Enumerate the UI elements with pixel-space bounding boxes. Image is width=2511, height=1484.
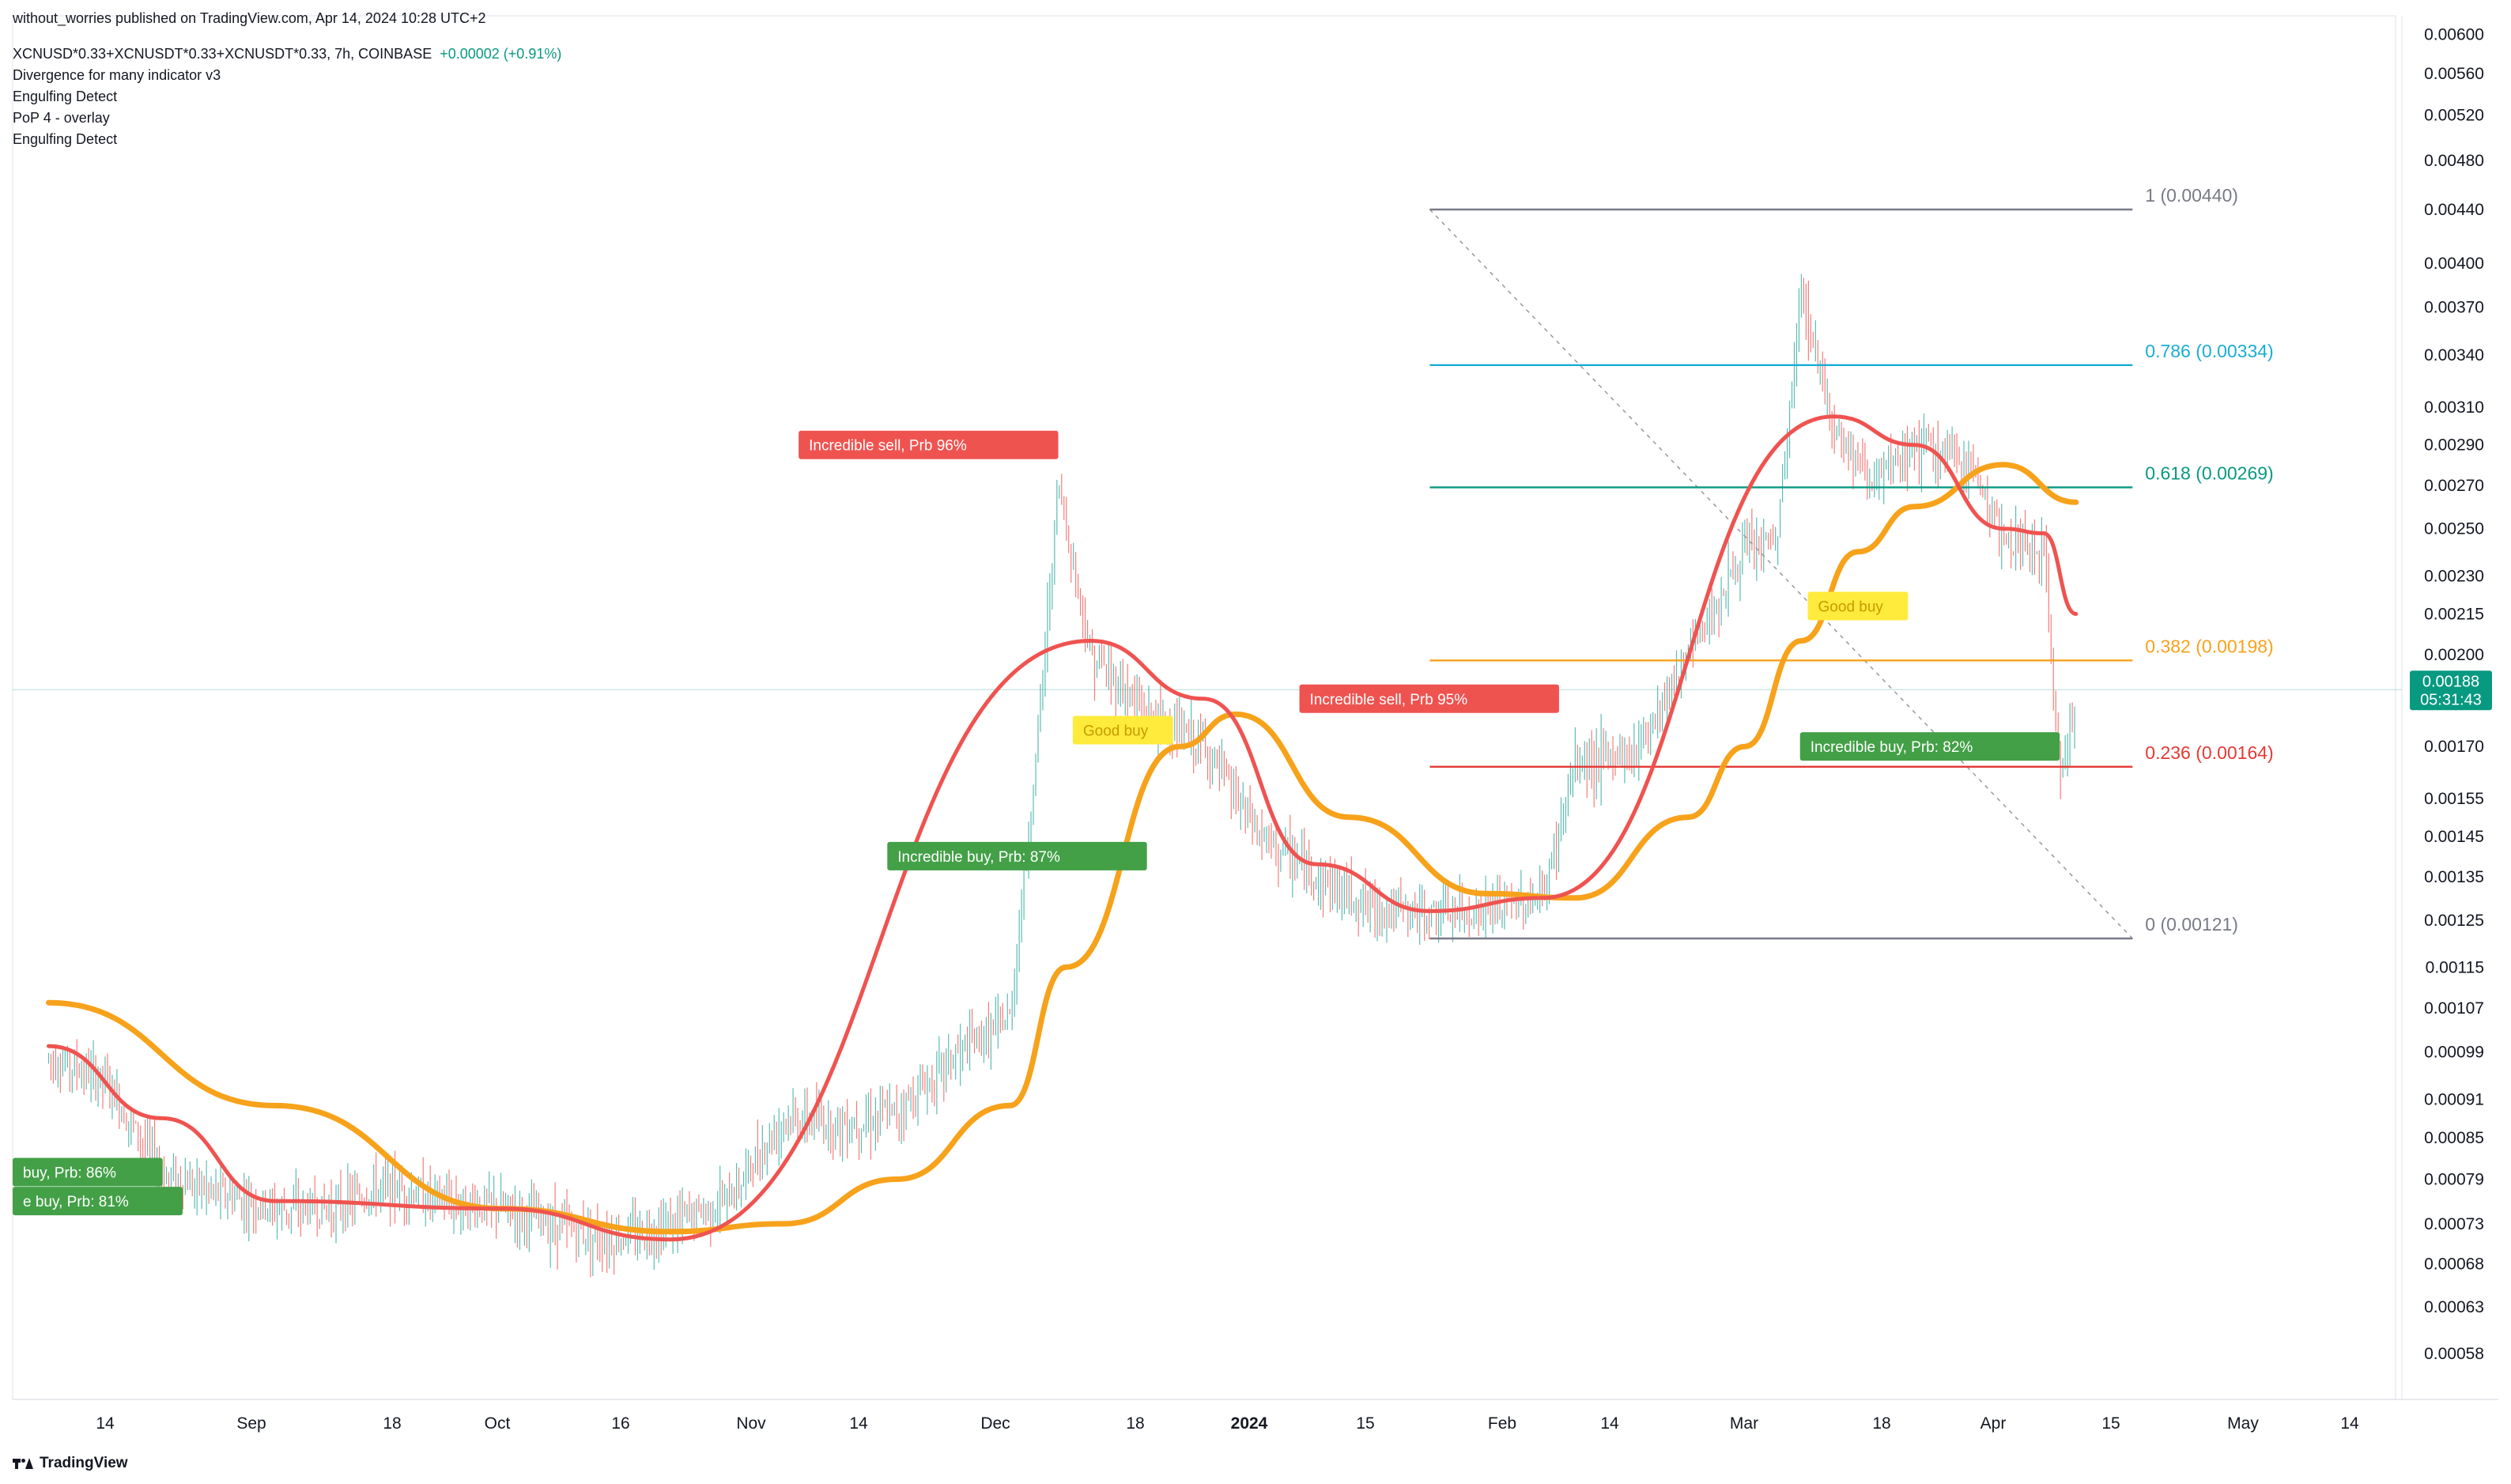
time-tick-8: 18 — [1126, 1414, 1144, 1433]
signal-label-5: Incredible buy, Prb: 82% — [1811, 739, 1973, 756]
fib-trend-line — [1429, 209, 2133, 939]
price-tick-8: 0.00310 — [2424, 398, 2484, 417]
price-tick-4: 0.00440 — [2424, 201, 2484, 219]
fib-label-1: 0.786 (0.00334) — [2145, 341, 2273, 361]
time-tick-17: May — [2227, 1414, 2259, 1433]
price-tick-21: 0.00115 — [2426, 958, 2484, 976]
time-axis[interactable]: 14 Sep 18 Oct 16 Nov 14 Dec 18 2024 15 Feb 14 Mar 18 Ap… — [96, 1414, 2359, 1433]
signal-label-6: buy, Prb: 86% — [23, 1165, 116, 1182]
price-tick-14: 0.00200 — [2424, 646, 2484, 664]
signal-label-box-5 — [1799, 732, 2060, 761]
price-tick-23: 0.00099 — [2424, 1043, 2484, 1061]
time-tick-2: 18 — [383, 1414, 401, 1433]
price-tick-11: 0.00250 — [2424, 520, 2484, 538]
fib-label-2: 0.618 (0.00269) — [2145, 463, 2273, 483]
ma-line-0 — [46, 462, 2079, 1235]
indicator-legend-3[interactable]: PoP 4 - overlay — [13, 110, 110, 126]
price-tick-22: 0.00107 — [2424, 999, 2484, 1018]
candlesticks — [47, 274, 2075, 1278]
price-tick-28: 0.00068 — [2424, 1256, 2484, 1274]
fib-label-3: 0.382 (0.00198) — [2145, 636, 2273, 656]
price-tick-3: 0.00480 — [2424, 152, 2484, 170]
time-tick-12: 14 — [1600, 1414, 1619, 1433]
price-tick-19: 0.00135 — [2424, 868, 2484, 886]
price-tick-27: 0.00073 — [2424, 1215, 2484, 1233]
time-tick-14: 18 — [1872, 1414, 1890, 1433]
symbol-line[interactable]: XCNUSD*0.33+XCNUSDT*0.33+XCNUSDT*0.33, 7… — [13, 43, 561, 64]
last-price-countdown: 05:31:43 — [2420, 691, 2482, 708]
time-tick-13: Mar — [1730, 1414, 1758, 1433]
signal-label-3: Incredible sell, Prb 95% — [1310, 692, 1468, 708]
time-tick-9: 2024 — [1231, 1414, 1268, 1433]
price-tick-9: 0.00290 — [2424, 436, 2484, 455]
signal-label-box-3 — [1299, 684, 1559, 713]
price-tick-7: 0.00340 — [2424, 346, 2484, 364]
price-tick-10: 0.00270 — [2424, 477, 2484, 495]
time-tick-18: 14 — [2340, 1414, 2359, 1433]
signal-label-box-7 — [13, 1187, 183, 1216]
price-tick-29: 0.00063 — [2424, 1298, 2484, 1316]
price-tick-17: 0.00155 — [2424, 790, 2484, 808]
price-tick-5: 0.00400 — [2424, 255, 2484, 273]
price-tick-13: 0.00215 — [2424, 605, 2484, 623]
price-tick-26: 0.00079 — [2424, 1170, 2484, 1188]
fib-label-5: 0 (0.00121) — [2145, 914, 2238, 935]
moving-averages — [46, 414, 2079, 1242]
publisher-line: without_worries published on TradingView… — [13, 10, 486, 26]
time-tick-3: Oct — [485, 1414, 511, 1433]
fib-retracement[interactable]: 1 (0.00440) 0.786 (0.00334) 0.618 (0.00269… — [1429, 185, 2274, 940]
price-tick-0: 0.00600 — [2424, 25, 2484, 43]
tradingview-logo-icon — [13, 1457, 33, 1470]
signal-label-box-1 — [1072, 716, 1173, 745]
brand-name: TradingView — [40, 1455, 128, 1471]
time-tick-15: Apr — [1980, 1414, 2007, 1433]
price-tick-2: 0.00520 — [2424, 107, 2484, 125]
signal-label-1: Good buy — [1083, 723, 1149, 739]
price-tick-6: 0.00370 — [2424, 299, 2484, 317]
time-tick-6: 14 — [849, 1414, 868, 1433]
signal-labels: Incredible sell, Prb 96% Good buy Incredib… — [13, 430, 2060, 1216]
signal-label-box-4 — [1807, 591, 1909, 621]
ma-line-1 — [47, 414, 2079, 1242]
signal-label-box-0 — [799, 430, 1059, 459]
price-tick-30: 0.00058 — [2424, 1345, 2484, 1363]
time-tick-1: Sep — [236, 1414, 266, 1433]
time-tick-4: 16 — [611, 1414, 629, 1433]
signal-label-7: e buy, Prb: 81% — [23, 1194, 129, 1210]
symbol-name[interactable]: XCNUSD*0.33+XCNUSDT*0.33+XCNUSDT*0.33, 7… — [13, 46, 432, 62]
price-tick-16: 0.00170 — [2424, 738, 2484, 756]
signal-label-box-6 — [13, 1157, 163, 1187]
indicator-legend-2[interactable]: Engulfing Detect — [13, 89, 118, 104]
time-tick-5: Nov — [736, 1414, 766, 1433]
signal-label-0: Incredible sell, Prb 96% — [809, 438, 967, 455]
price-axis[interactable]: 0.00600 0.00560 0.00520 0.00480 0.00440 0.004… — [2410, 25, 2492, 1363]
signal-label-box-2 — [887, 841, 1147, 870]
price-tick-1: 0.00560 — [2424, 65, 2484, 83]
price-tick-24: 0.00091 — [2424, 1090, 2484, 1108]
time-tick-7: Dec — [980, 1414, 1010, 1433]
plot-border — [12, 15, 2396, 1400]
tradingview-brand[interactable]: TradingView — [13, 1455, 128, 1472]
time-tick-16: 15 — [2101, 1414, 2120, 1433]
last-price-badge — [2410, 670, 2492, 711]
signal-label-2: Incredible buy, Prb: 87% — [897, 849, 1060, 866]
price-tick-12: 0.00230 — [2424, 567, 2484, 585]
signal-label-4: Good buy — [1818, 599, 1884, 616]
time-tick-11: Feb — [1488, 1414, 1516, 1433]
time-tick-10: 15 — [1356, 1414, 1374, 1433]
price-tick-25: 0.00085 — [2424, 1129, 2484, 1147]
time-tick-0: 14 — [96, 1414, 115, 1433]
price-tick-18: 0.00145 — [2424, 828, 2484, 846]
price-change: +0.00002 (+0.91%) — [440, 46, 562, 62]
indicator-legend-4[interactable]: Engulfing Detect — [13, 131, 118, 147]
indicator-legend-1[interactable]: Divergence for many indicator v3 — [13, 67, 221, 83]
fib-label-4: 0.236 (0.00164) — [2145, 742, 2273, 763]
fib-label-0: 1 (0.00440) — [2145, 185, 2238, 206]
price-tick-20: 0.00125 — [2424, 912, 2484, 930]
chart-frame — [12, 15, 2498, 1400]
last-price-value: 0.00188 — [2422, 673, 2479, 690]
